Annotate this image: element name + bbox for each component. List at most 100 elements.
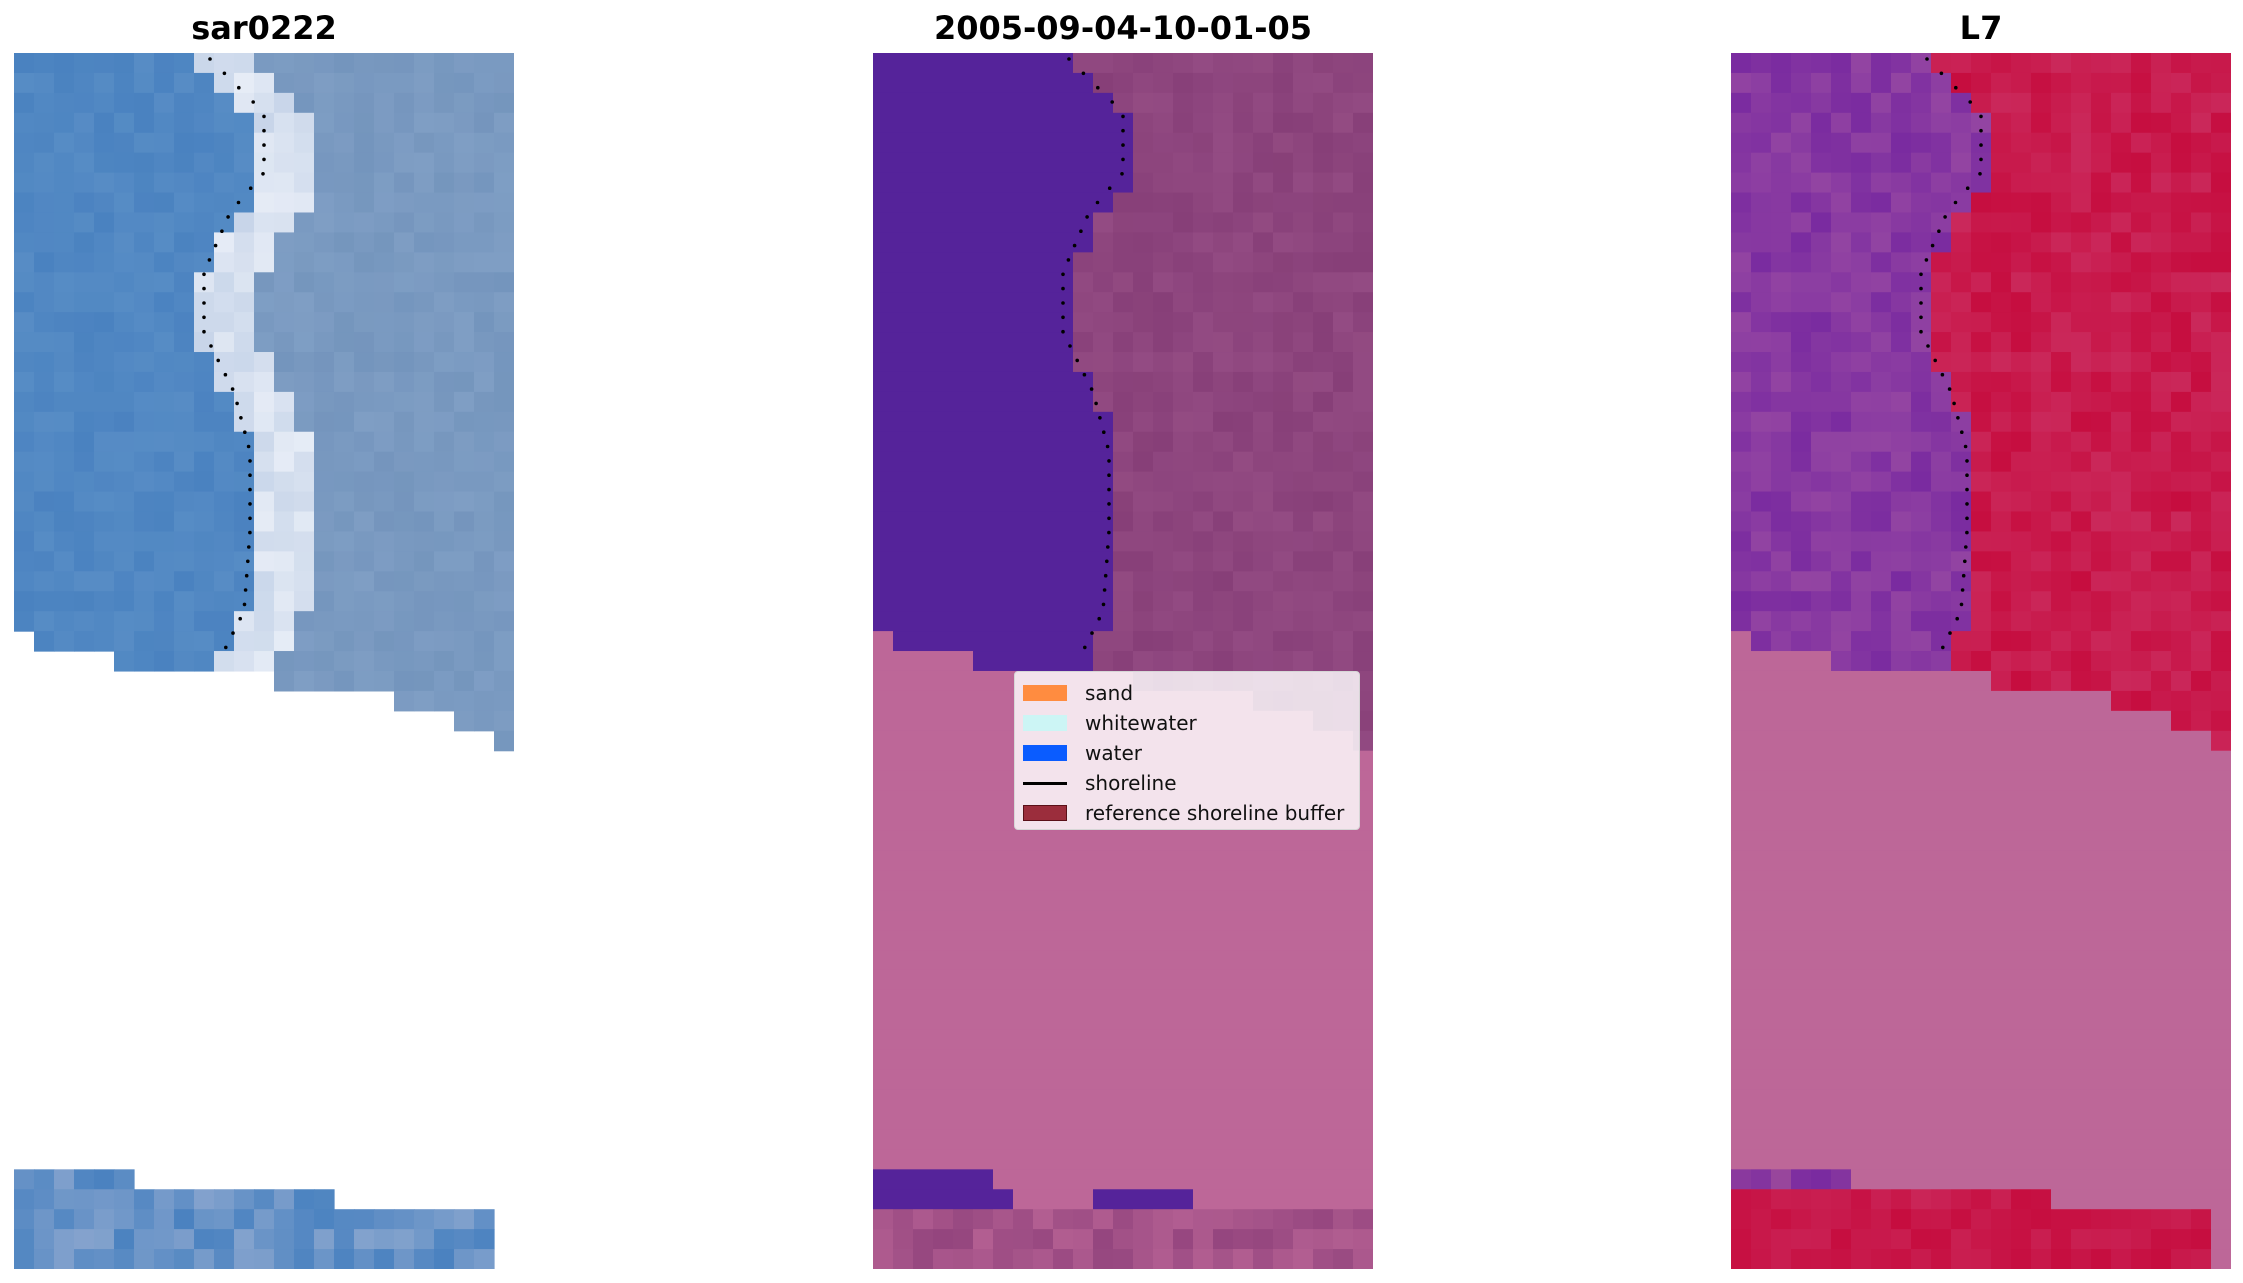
image-pixel — [1193, 930, 1214, 951]
image-pixel — [2071, 950, 2092, 971]
image-pixel — [1831, 631, 1852, 652]
image-pixel — [1791, 312, 1812, 333]
image-pixel — [2131, 451, 2152, 473]
image-pixel — [2131, 431, 2152, 453]
image-pixel — [74, 172, 95, 194]
image-pixel — [474, 312, 495, 333]
image-pixel — [2211, 950, 2231, 971]
image-pixel — [1871, 1049, 1892, 1071]
image-pixel — [1053, 870, 1074, 891]
image-pixel — [1751, 1129, 1772, 1150]
image-pixel — [1293, 989, 1314, 1011]
image-pixel — [933, 232, 954, 253]
image-pixel — [494, 531, 514, 552]
image-pixel — [1871, 890, 1892, 911]
image-pixel — [2031, 810, 2052, 832]
image-pixel — [74, 491, 95, 513]
image-pixel — [1253, 491, 1274, 513]
image-pixel — [1851, 910, 1872, 931]
image-pixel — [2091, 631, 2112, 652]
image-pixel — [2191, 750, 2212, 772]
image-pixel — [893, 989, 914, 1011]
image-pixel — [94, 332, 115, 353]
image-pixel — [1731, 1049, 1752, 1071]
image-pixel — [1293, 451, 1314, 473]
image-pixel — [933, 1029, 954, 1051]
image-pixel — [1831, 112, 1852, 134]
shoreline-point — [262, 143, 266, 147]
image-pixel — [2091, 1109, 2112, 1131]
image-pixel — [374, 92, 395, 114]
image-pixel — [1113, 1209, 1134, 1230]
image-pixel — [1811, 810, 1832, 832]
image-pixel — [1273, 1009, 1294, 1031]
image-pixel — [174, 332, 195, 353]
image-pixel — [1971, 1149, 1992, 1170]
image-pixel — [1173, 1029, 1194, 1051]
image-pixel — [1791, 1129, 1812, 1150]
image-pixel — [1293, 890, 1314, 911]
image-pixel — [953, 950, 974, 971]
shoreline-point — [1979, 143, 1983, 147]
image-pixel — [2211, 371, 2231, 393]
image-pixel — [1951, 1149, 1972, 1170]
image-pixel — [2071, 1189, 2092, 1210]
image-pixel — [474, 511, 495, 533]
image-pixel — [1173, 830, 1194, 851]
image-pixel — [1951, 989, 1972, 1011]
shoreline-point — [248, 473, 252, 478]
image-pixel — [1093, 411, 1114, 433]
image-pixel — [1233, 631, 1254, 652]
image-pixel — [2171, 969, 2192, 991]
image-pixel — [214, 272, 235, 293]
image-pixel — [2211, 1009, 2231, 1031]
image-pixel — [1971, 1109, 1992, 1131]
image-pixel — [1931, 192, 1952, 214]
image-pixel — [1213, 910, 1234, 931]
image-pixel — [1931, 1209, 1952, 1230]
image-pixel — [1931, 371, 1952, 393]
image-pixel — [1811, 112, 1832, 134]
image-pixel — [94, 212, 115, 234]
image-pixel — [254, 1209, 275, 1230]
image-pixel — [1791, 670, 1812, 692]
image-pixel — [314, 670, 335, 692]
image-pixel — [434, 272, 455, 293]
image-pixel — [294, 611, 315, 632]
image-pixel — [1771, 710, 1792, 732]
image-pixel — [1353, 172, 1373, 194]
image-pixel — [873, 192, 894, 214]
image-pixel — [54, 631, 75, 652]
image-pixel — [474, 72, 495, 94]
image-pixel — [94, 1189, 115, 1210]
image-pixel — [1153, 1109, 1174, 1131]
image-pixel — [1891, 431, 1912, 453]
image-pixel — [993, 651, 1014, 672]
image-pixel — [2171, 232, 2192, 253]
image-pixel — [1273, 132, 1294, 154]
image-pixel — [1831, 1049, 1852, 1071]
image-pixel — [1971, 1069, 1992, 1091]
image-pixel — [2191, 471, 2212, 493]
image-pixel — [374, 53, 395, 74]
image-pixel — [2211, 710, 2231, 732]
image-pixel — [494, 252, 514, 273]
image-pixel — [913, 930, 934, 951]
image-pixel — [1831, 930, 1852, 951]
image-pixel — [1791, 391, 1812, 413]
image-pixel — [1013, 53, 1034, 74]
shoreline-point — [1107, 516, 1111, 521]
image-pixel — [1791, 790, 1812, 812]
image-pixel — [454, 551, 475, 572]
image-pixel — [1193, 870, 1214, 891]
image-pixel — [1113, 1149, 1134, 1170]
image-pixel — [2151, 1209, 2172, 1230]
image-pixel — [2011, 670, 2032, 692]
image-pixel — [1771, 1229, 1792, 1250]
image-pixel — [1013, 92, 1034, 114]
image-pixel — [1193, 551, 1214, 572]
image-pixel — [2171, 1109, 2192, 1131]
image-pixel — [2131, 989, 2152, 1011]
image-pixel — [2151, 611, 2172, 632]
image-pixel — [1073, 1249, 1094, 1269]
